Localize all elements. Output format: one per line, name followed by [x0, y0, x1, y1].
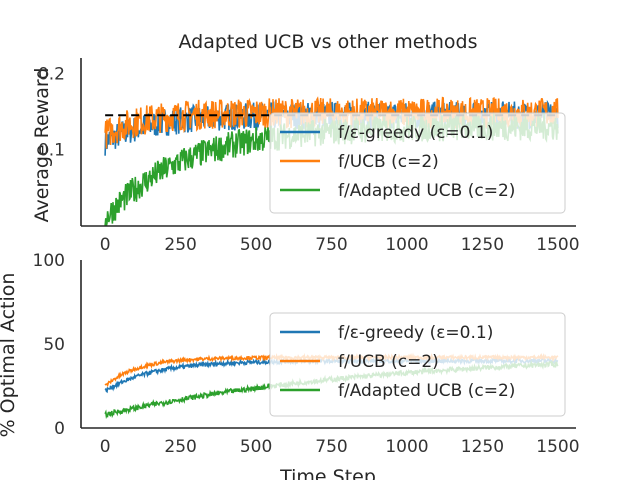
legend-label: f/ε-greedy (ε=0.1) — [338, 123, 493, 143]
x-tick-label: 750 — [315, 437, 347, 457]
legend-label: f/ε-greedy (ε=0.1) — [338, 323, 493, 343]
x-tick-label: 0 — [100, 437, 111, 457]
reward-legend: f/ε-greedy (ε=0.1) f/UCB (c=2) f/Adapted U… — [269, 112, 566, 214]
x-tick-label: 1500 — [536, 437, 579, 457]
legend-label: f/UCB (c=2) — [338, 352, 439, 372]
legend-label: f/Adapted UCB (c=2) — [338, 181, 515, 201]
x-tick-label: 0 — [100, 235, 111, 255]
legend-frame — [269, 112, 566, 214]
x-axis-label: Time Step — [279, 466, 376, 480]
y-tick-label: 100 — [33, 251, 65, 271]
y-axis-label-reward: Average Reward — [31, 68, 53, 223]
legend-frame — [269, 312, 566, 417]
x-tick-label: 500 — [240, 437, 272, 457]
chart-title: Adapted UCB vs other methods — [178, 31, 477, 53]
y-tick-label: 0.2 — [38, 64, 65, 84]
x-tick-label: 500 — [240, 235, 272, 255]
optimal-action-chart: % Optimal Action Time Step 0250500750100… — [0, 251, 580, 480]
optimal-legend: f/ε-greedy (ε=0.1) f/UCB (c=2) f/Adapted U… — [269, 312, 566, 417]
legend-label: f/Adapted UCB (c=2) — [338, 381, 515, 401]
x-tick-label: 250 — [164, 437, 196, 457]
x-tick-label: 750 — [315, 235, 347, 255]
y-axis-label-optimal: % Optimal Action — [0, 273, 19, 438]
x-tick-label: 250 — [164, 235, 196, 255]
x-tick-label: 1250 — [461, 437, 504, 457]
legend-label: f/UCB (c=2) — [338, 152, 439, 172]
optimal-ticks: 0 250 500 750 1000 1250 1500 0 50 100 — [33, 251, 580, 457]
x-tick-label: 1000 — [385, 437, 428, 457]
y-tick-label: 0 — [54, 419, 65, 439]
y-tick-label: 0.1 — [38, 141, 65, 161]
x-tick-label: 1000 — [385, 235, 428, 255]
x-tick-label: 1250 — [461, 235, 504, 255]
reward-ticks: 0 250 500 750 1000 1250 1500 0.1 0.2 — [38, 64, 580, 255]
reward-chart: Adapted UCB vs other methods Average Rew… — [31, 31, 580, 255]
x-tick-label: 1500 — [536, 235, 579, 255]
y-tick-label: 50 — [43, 335, 65, 355]
